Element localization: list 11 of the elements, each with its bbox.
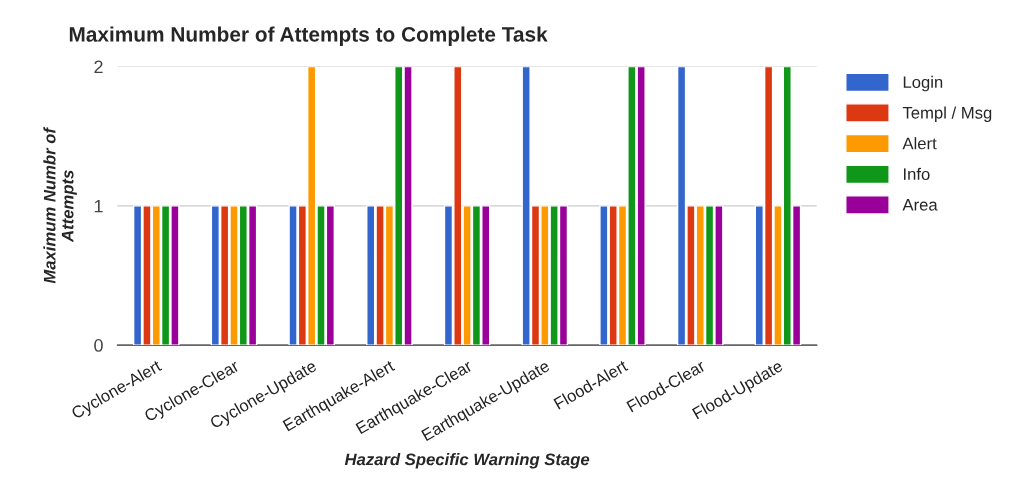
legend-label: Templ / Msg [902,106,992,122]
chart-title: Maximum Number of Attempts to Complete Task [69,26,548,46]
legend-label: Login [903,75,943,92]
x-axis-title: Hazard Specific Warning Stage [344,453,590,469]
y-tick-label: 0 [94,339,103,352]
legend-label: Info [903,167,930,181]
legend-label: Area [902,199,938,211]
legend-label: Alert [902,137,937,150]
y-axis-title: Maximum Numbr of Attempts [43,126,77,284]
y-tick-label: 1 [94,199,103,213]
y-tick-label: 2 [94,60,103,74]
